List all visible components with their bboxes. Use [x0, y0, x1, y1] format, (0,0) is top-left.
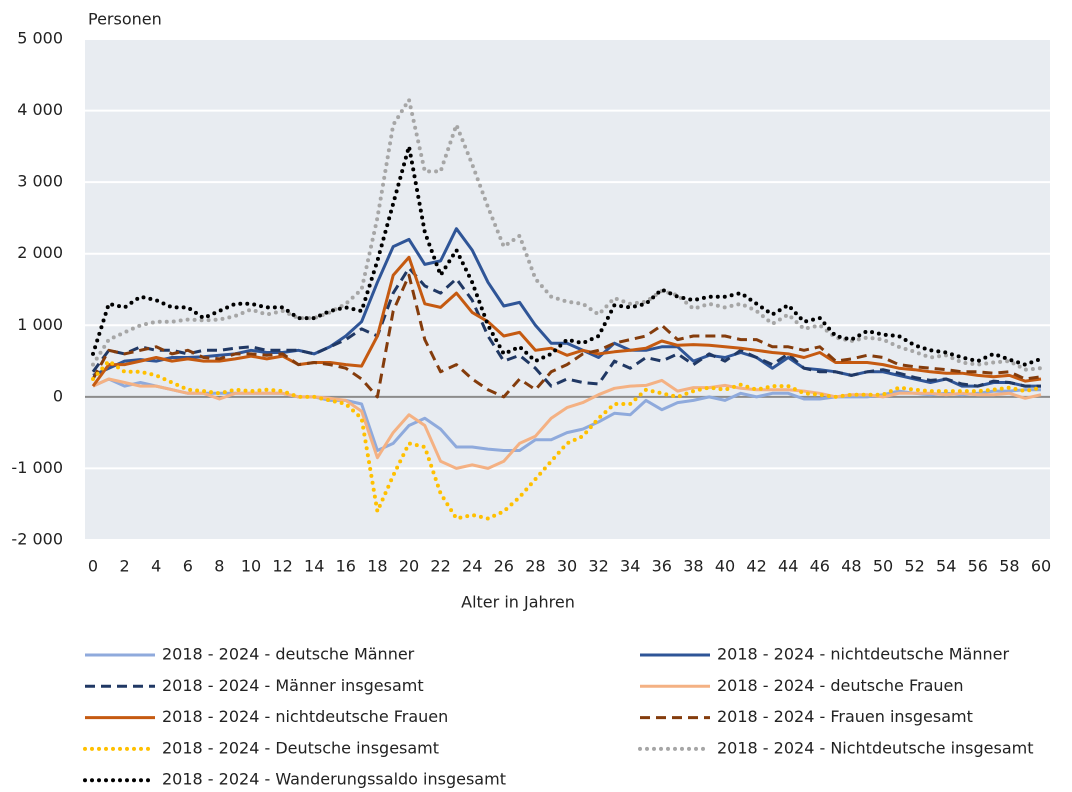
y-tick-label: 5 000 — [17, 29, 63, 48]
x-tick-label: 2 — [120, 557, 130, 576]
legend-label: 2018 - 2024 - deutsche Männer — [162, 645, 415, 664]
x-tick-label: 42 — [746, 557, 766, 576]
x-tick-label: 26 — [494, 557, 514, 576]
x-tick-label: 32 — [588, 557, 608, 576]
x-tick-label: 16 — [336, 557, 356, 576]
y-tick-label: -1 000 — [11, 458, 63, 477]
x-tick-label: 38 — [683, 557, 703, 576]
x-tick-label: 10 — [241, 557, 261, 576]
series-line — [91, 255, 1042, 387]
series-line — [92, 227, 1041, 388]
series-line — [92, 377, 1042, 470]
plot-background — [85, 39, 1050, 540]
x-tick-label: 60 — [1031, 557, 1051, 576]
x-tick-label: 0 — [88, 557, 98, 576]
x-tick-label: 30 — [557, 557, 577, 576]
y-tick-label: 4 000 — [17, 100, 63, 119]
x-tick-label: 58 — [999, 557, 1019, 576]
x-tick-label: 44 — [778, 557, 798, 576]
x-tick-label: 48 — [841, 557, 861, 576]
y-tick-label: 1 000 — [17, 315, 63, 334]
legend-label: 2018 - 2024 - Nichtdeutsche insgesamt — [717, 738, 1034, 757]
series-line — [91, 273, 1042, 399]
x-tick-label: 12 — [272, 557, 292, 576]
legend-label: 2018 - 2024 - Männer insgesamt — [162, 676, 424, 695]
x-tick-label: 54 — [936, 557, 956, 576]
x-tick-label: 20 — [399, 557, 419, 576]
x-tick-label: 4 — [151, 557, 161, 576]
legend-label: 2018 - 2024 - deutsche Frauen — [717, 676, 964, 695]
legend-label: 2018 - 2024 - nichtdeutsche Frauen — [162, 707, 448, 726]
y-tick-label: -2 000 — [11, 530, 63, 549]
x-tick-label: 34 — [620, 557, 640, 576]
x-axis-label: Alter in Jahren — [461, 593, 575, 612]
x-tick-label: 8 — [214, 557, 224, 576]
y-axis-label: Personen — [88, 10, 162, 29]
y-tick-label: 0 — [53, 386, 63, 405]
x-tick-label: 6 — [183, 557, 193, 576]
x-tick-label: 52 — [904, 557, 924, 576]
x-tick-label: 18 — [367, 557, 387, 576]
legend-label: 2018 - 2024 - nichtdeutsche Männer — [717, 645, 1009, 664]
x-tick-label: 36 — [652, 557, 672, 576]
x-tick-label: 40 — [715, 557, 735, 576]
x-tick-label: 28 — [525, 557, 545, 576]
x-tick-label: 14 — [304, 557, 324, 576]
legend-label: 2018 - 2024 - Frauen insgesamt — [717, 707, 973, 726]
legend-label: 2018 - 2024 - Wanderungssaldo insgesamt — [162, 770, 506, 789]
y-tick-label: 3 000 — [17, 172, 63, 191]
x-tick-label: 50 — [873, 557, 893, 576]
series-line — [91, 266, 1041, 388]
x-tick-label: 46 — [810, 557, 830, 576]
y-tick-label: 2 000 — [17, 243, 63, 262]
series-line — [91, 359, 1043, 521]
x-tick-label: 56 — [968, 557, 988, 576]
legend-label: 2018 - 2024 - Deutsche insgesamt — [162, 738, 439, 757]
x-tick-label: 24 — [462, 557, 482, 576]
x-tick-label: 22 — [430, 557, 450, 576]
